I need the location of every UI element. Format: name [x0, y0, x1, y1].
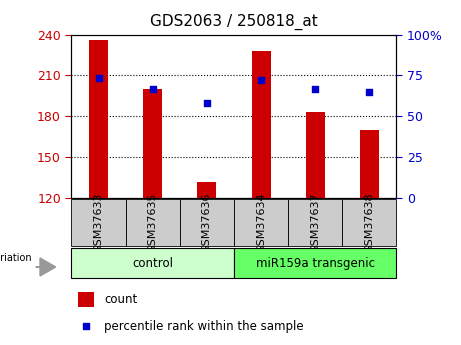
Bar: [342, 199, 396, 246]
Text: control: control: [132, 257, 173, 269]
Bar: [306, 112, 325, 198]
Text: GSM37636: GSM37636: [202, 192, 212, 253]
Bar: [78, 292, 94, 307]
Bar: [234, 248, 396, 278]
Point: [149, 86, 156, 92]
Text: GSM37638: GSM37638: [364, 192, 374, 253]
Text: genotype/variation: genotype/variation: [0, 253, 32, 263]
FancyArrow shape: [36, 258, 56, 276]
Bar: [252, 51, 271, 198]
Point: [312, 86, 319, 92]
Text: GSM37634: GSM37634: [256, 192, 266, 253]
Bar: [89, 40, 108, 198]
Bar: [360, 130, 379, 198]
Bar: [143, 89, 162, 198]
Bar: [71, 248, 234, 278]
Text: GSM37637: GSM37637: [310, 192, 320, 253]
Bar: [71, 199, 125, 246]
Bar: [180, 199, 234, 246]
Bar: [288, 199, 342, 246]
Point: [83, 324, 90, 329]
Text: count: count: [104, 293, 137, 306]
Text: percentile rank within the sample: percentile rank within the sample: [104, 320, 304, 333]
Point: [95, 76, 102, 81]
Point: [366, 89, 373, 95]
Text: miR159a transgenic: miR159a transgenic: [256, 257, 375, 269]
Text: GSM37635: GSM37635: [148, 192, 158, 253]
Bar: [125, 199, 180, 246]
Text: GSM37633: GSM37633: [94, 192, 104, 253]
Point: [257, 77, 265, 82]
Point: [203, 100, 211, 106]
Bar: [234, 199, 288, 246]
Bar: [197, 182, 216, 198]
Title: GDS2063 / 250818_at: GDS2063 / 250818_at: [150, 14, 318, 30]
